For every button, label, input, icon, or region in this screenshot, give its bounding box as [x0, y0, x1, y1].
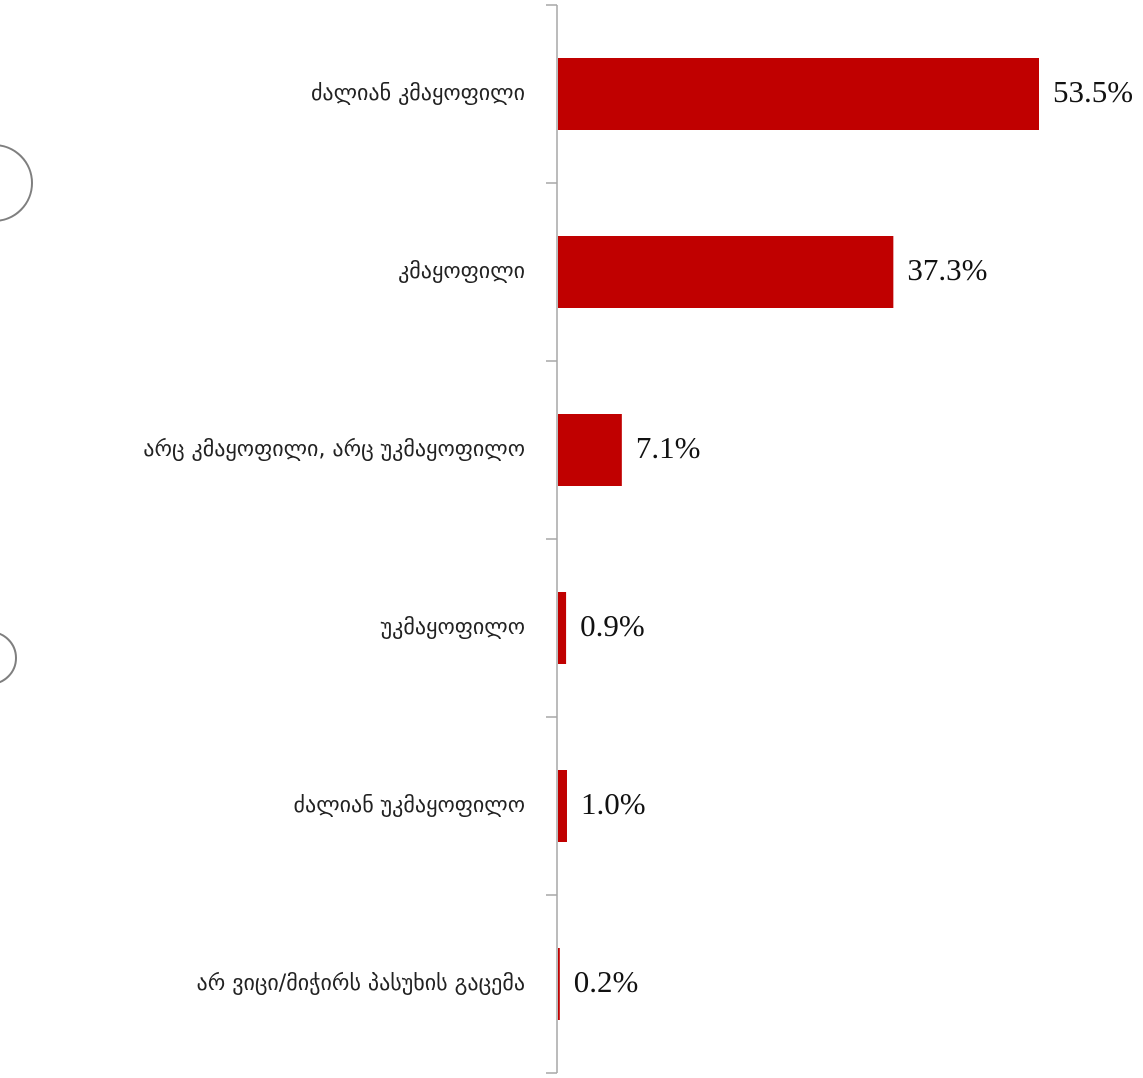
bar — [558, 592, 567, 664]
value-label: 7.1% — [636, 430, 701, 465]
value-label: 53.5% — [1053, 74, 1133, 109]
value-label: 1.0% — [581, 786, 646, 821]
value-label: 0.2% — [574, 964, 639, 999]
bars-group — [558, 58, 1039, 1020]
bar — [558, 414, 622, 486]
category-labels-group: ძალიან კმაყოფილი კმაყოფილი არც კმაყოფილი, … — [143, 81, 525, 996]
category-label: უკმაყოფილო — [381, 615, 525, 640]
category-label: არც კმაყოფილი, არც უკმაყოფილო — [143, 437, 525, 462]
bar — [558, 770, 567, 842]
category-label: არ ვიცი/მიჭირს პასუხის გაცემა — [197, 971, 525, 996]
category-label: ძალიან უკმაყოფილო — [294, 793, 525, 818]
partial-face-icon-bottom — [0, 632, 17, 684]
bar — [558, 236, 894, 308]
value-label: 37.3% — [907, 252, 987, 287]
decorative-emoji-icons — [0, 144, 33, 684]
category-label: ძალიან კმაყოფილი — [311, 81, 525, 106]
value-label: 0.9% — [580, 608, 645, 643]
category-axis — [546, 4, 558, 1074]
partial-face-icon-top — [0, 144, 33, 222]
bar — [558, 58, 1039, 130]
value-labels-group: 53.5% 37.3% 7.1% 0.9% 1.0% 0.2% — [574, 74, 1133, 999]
bar — [558, 948, 560, 1020]
category-label: კმაყოფილი — [398, 259, 525, 284]
